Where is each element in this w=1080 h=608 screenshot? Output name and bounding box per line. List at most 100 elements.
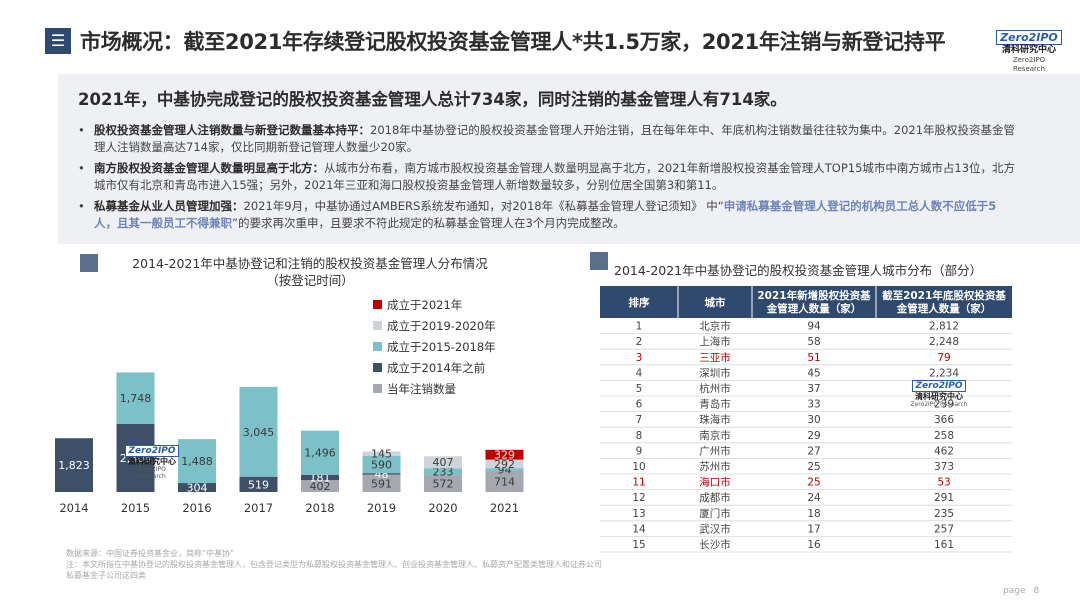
- table-cell: 366: [934, 414, 954, 426]
- x-tick-label: 2014: [59, 501, 88, 515]
- watermark-mark: Zero2IPO: [912, 380, 966, 392]
- x-tick-label: 2021: [490, 501, 519, 515]
- table-cell: 16: [807, 539, 821, 551]
- bar-segment: [362, 473, 401, 475]
- bar-segment: [178, 483, 216, 492]
- table-cell: 4: [636, 367, 643, 379]
- table-cell: 53: [937, 477, 950, 489]
- bar-value-label: 1,823: [58, 459, 90, 472]
- x-tick-label: 2017: [244, 501, 273, 515]
- bar-value-label: 1,488: [181, 455, 213, 468]
- menu-icon[interactable]: ☰: [45, 28, 71, 54]
- table-cell: 33: [807, 399, 820, 411]
- table-cell: 30: [807, 414, 820, 426]
- bar-segment: [485, 468, 524, 471]
- bullet-item: • 南方股权投资基金管理人数量明显高于北方：从城市分布看，南方城市股权投资基金管…: [78, 160, 1018, 194]
- table-cell: 45: [807, 367, 820, 379]
- legend-swatch: [373, 342, 382, 351]
- summary-panel: 2021年，中基协完成登记的股权投资基金管理人总计734家，同时注销的基金管理人…: [58, 74, 1080, 244]
- table-cell: 94: [807, 321, 821, 333]
- page-label: page: [1003, 586, 1026, 596]
- table-cell: 11: [632, 477, 645, 489]
- table-cell: 深圳市: [699, 366, 731, 379]
- logo-name: 清科研究中心: [1001, 45, 1056, 55]
- bar-segment: [239, 476, 278, 492]
- bar-value-label: 329: [494, 449, 515, 462]
- table-cell: 三亚市: [699, 351, 731, 364]
- legend-swatch: [373, 321, 382, 330]
- bar-segment: [178, 439, 216, 484]
- bullet-bold: 私募基金从业人员管理加强：: [94, 199, 244, 213]
- bar-segment: [485, 470, 524, 492]
- table-cell: 37: [807, 383, 820, 395]
- table-cell: 10: [632, 461, 645, 473]
- bullet-text: 2018年中基协登记的股权投资基金管理人开始注销，且在每年年中、年底机构注销数量…: [94, 123, 1016, 154]
- table-cell: 6: [636, 399, 643, 411]
- table-cell: 235: [934, 508, 954, 520]
- bar-segment: [301, 474, 339, 481]
- bar-value-label: 572: [433, 478, 454, 491]
- bar-value-label: 591: [371, 477, 392, 490]
- table-cell: 2,812: [929, 321, 959, 333]
- legend-swatch: [373, 384, 382, 393]
- table-cell: 24: [807, 492, 821, 504]
- page-title: 市场概况：截至2021年存续登记股权投资基金管理人*共1.5万家，2021年注销…: [80, 30, 946, 54]
- bar-segment: [362, 474, 401, 492]
- bar-segment: [239, 386, 278, 477]
- column-header: 排序: [629, 296, 650, 309]
- bar-segment: [362, 451, 401, 456]
- legend-label: 成立于2021年: [387, 298, 462, 312]
- legend-swatch: [373, 300, 382, 309]
- bullet-text: 从城市分布看，南方城市股权投资基金管理人数量明显高于北方，2021年新增股权投资…: [94, 161, 1016, 192]
- x-tick-label: 2018: [305, 501, 334, 515]
- table-cell: 成都市: [699, 491, 731, 504]
- x-tick-label: 2016: [182, 501, 211, 515]
- x-tick-label: 2020: [428, 501, 457, 515]
- bar-value-label: 714: [494, 475, 515, 488]
- table-cell: 51: [807, 352, 820, 364]
- legend-label: 当年注销数量: [387, 382, 456, 396]
- bar-segment: [424, 456, 462, 469]
- bullet-item: • 股权投资基金管理人注销数量与新登记数量基本持平：2018年中基协登记的股权投…: [78, 122, 1018, 156]
- bar-segment: [362, 455, 401, 474]
- page-number: page 8: [1003, 586, 1039, 596]
- page-value: 8: [1033, 586, 1040, 596]
- bullet-text: 2021年9月，中基协通过AMBERS系统发布通知，对2018年《私募基金管理人…: [243, 199, 724, 213]
- bullet-dot-icon: •: [78, 123, 85, 137]
- source-line: 数据来源：中国证券投资基金业，简称“中基协”: [66, 549, 235, 558]
- table-cell: 3: [636, 352, 643, 364]
- table-cell: 广州市: [699, 444, 731, 457]
- bar-chart-title-line2: （按登记时间）: [266, 273, 354, 288]
- watermark: Zero2IPO 清科研究中心 Zero2IPO Research: [910, 373, 968, 408]
- bar-value-label: 1,748: [120, 392, 152, 405]
- bar-segment: [116, 423, 155, 492]
- table-cell: 257: [934, 523, 954, 535]
- bar-value-label: 304: [187, 482, 208, 495]
- logo-subname: Zero2IPO Research: [1012, 56, 1046, 73]
- table-cell: 上海市: [699, 335, 731, 348]
- column-header: 城市: [705, 296, 726, 309]
- table-cell: 25: [807, 477, 820, 489]
- table-cell: 珠海市: [699, 413, 731, 426]
- bullet-highlight: 申请私募基金管理人登记的机构员工总人数不应低于5人，且其一般员工不得兼职: [94, 199, 997, 230]
- table-cell: 杭州市: [699, 382, 731, 395]
- bar-value-label: 3,045: [243, 426, 275, 439]
- table-cell: 12: [632, 492, 645, 504]
- bar-segment: [55, 438, 93, 492]
- bar-value-label: 519: [248, 478, 269, 491]
- x-tick-label: 2019: [367, 501, 396, 515]
- watermark: Zero2IPO 清科研究中心 Zero2IPO Research: [124, 438, 180, 480]
- bullet-bold: 南方股权投资基金管理人数量明显高于北方：: [94, 161, 324, 175]
- bar-value-label: 145: [371, 448, 392, 461]
- bar-value-label: 402: [310, 480, 331, 493]
- column-header: 2021年新增股权投资基金管理人数量（家）: [757, 289, 871, 315]
- bar-segment: [301, 480, 339, 492]
- chart-title-square-icon: [80, 254, 98, 272]
- table-cell: 239: [934, 399, 954, 411]
- table-cell: 青岛市: [699, 398, 731, 411]
- table-cell: 7: [636, 414, 643, 426]
- table-cell: 海口市: [699, 476, 731, 489]
- watermark-name: 清科研究中心: [915, 392, 963, 401]
- bar-segment: [485, 449, 524, 460]
- table-cell: 武汉市: [699, 522, 731, 535]
